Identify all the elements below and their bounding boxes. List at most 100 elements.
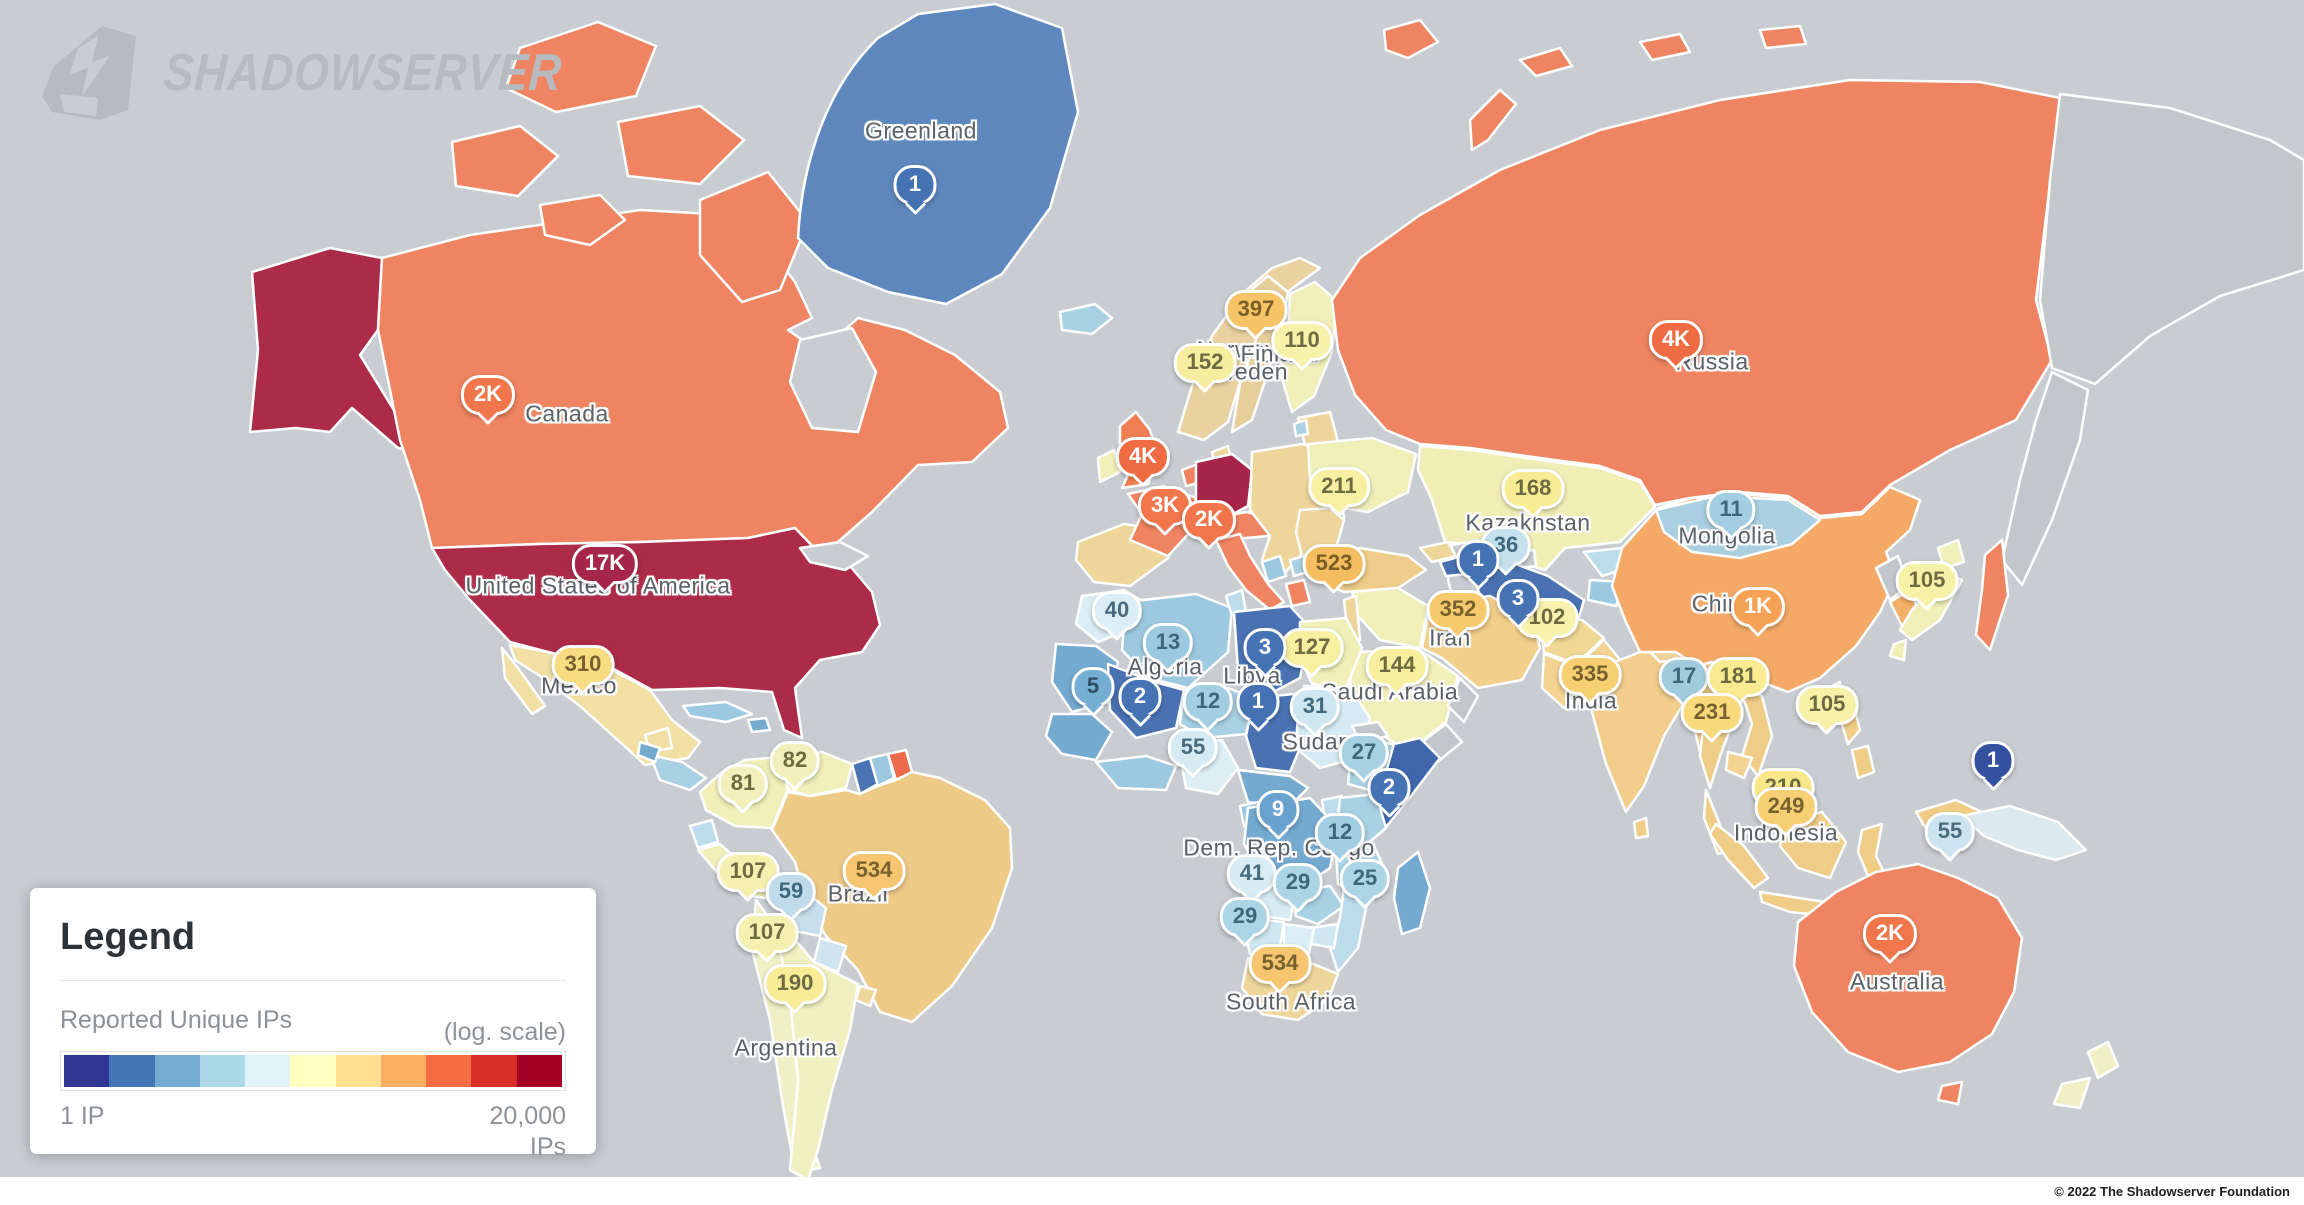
map-marker[interactable]: 1 [1971, 741, 2015, 781]
map-marker[interactable]: 31 [1289, 687, 1341, 727]
map-marker[interactable]: 2K [1862, 914, 1918, 954]
map-marker[interactable]: 2 [1118, 677, 1162, 717]
marker-value-bubble[interactable]: 231 [1680, 693, 1744, 733]
map-marker[interactable]: 534 [842, 851, 906, 891]
marker-value-bubble[interactable]: 12 [1182, 682, 1234, 722]
marker-value-bubble[interactable]: 2K [460, 375, 516, 415]
marker-value-bubble[interactable]: 127 [1280, 628, 1344, 668]
marker-value-bubble[interactable]: 1 [893, 165, 937, 205]
marker-value-bubble[interactable]: 310 [551, 645, 615, 685]
map-marker[interactable]: 4K [1115, 437, 1171, 477]
map-marker[interactable]: 168 [1501, 469, 1565, 509]
marker-value-bubble[interactable]: 249 [1754, 787, 1818, 827]
map-marker[interactable]: 1 [893, 165, 937, 205]
map-marker[interactable]: 190 [763, 964, 827, 1004]
continent-oceania[interactable] [1792, 862, 2120, 1110]
marker-value-bubble[interactable]: 40 [1091, 591, 1143, 631]
marker-value-bubble[interactable]: 59 [765, 872, 817, 912]
map-marker[interactable]: 181 [1706, 657, 1770, 697]
map-marker[interactable]: 59 [765, 872, 817, 912]
map-marker[interactable]: 3 [1243, 628, 1287, 668]
marker-value-bubble[interactable]: 17K [571, 544, 639, 584]
map-marker[interactable]: 27 [1338, 733, 1390, 773]
marker-value-bubble[interactable]: 152 [1173, 343, 1237, 383]
marker-value-bubble[interactable]: 2K [1181, 500, 1237, 540]
map-marker[interactable]: 13 [1142, 623, 1194, 663]
marker-value-bubble[interactable]: 534 [842, 851, 906, 891]
map-marker[interactable]: 335 [1558, 655, 1622, 695]
map-marker[interactable]: 3 [1496, 579, 1540, 619]
marker-value-bubble[interactable]: 29 [1272, 863, 1324, 903]
map-marker[interactable]: 41 [1226, 854, 1278, 894]
marker-value-bubble[interactable]: 534 [1248, 944, 1312, 984]
marker-value-bubble[interactable]: 13 [1142, 623, 1194, 663]
marker-value-bubble[interactable]: 25 [1339, 859, 1391, 899]
marker-value-bubble[interactable]: 523 [1302, 544, 1366, 584]
map-marker[interactable]: 144 [1365, 646, 1429, 686]
marker-value-bubble[interactable]: 397 [1224, 290, 1288, 330]
marker-value-bubble[interactable]: 2 [1118, 677, 1162, 717]
marker-value-bubble[interactable]: 5 [1071, 667, 1115, 707]
marker-value-bubble[interactable]: 105 [1895, 561, 1959, 601]
map-marker[interactable]: 523 [1302, 544, 1366, 584]
map-marker[interactable]: 9 [1256, 790, 1300, 830]
marker-value-bubble[interactable]: 55 [1924, 812, 1976, 852]
map-marker[interactable]: 1K [1730, 587, 1786, 627]
continent-north-asia[interactable] [1330, 24, 2304, 652]
marker-value-bubble[interactable]: 211 [1308, 467, 1370, 507]
map-marker[interactable]: 152 [1173, 343, 1237, 383]
marker-value-bubble[interactable]: 1 [1456, 540, 1500, 580]
marker-value-bubble[interactable]: 107 [735, 913, 799, 953]
marker-value-bubble[interactable]: 27 [1338, 733, 1390, 773]
map-marker[interactable]: 110 [1271, 321, 1333, 361]
map-marker[interactable]: 1 [1236, 682, 1280, 722]
marker-value-bubble[interactable]: 352 [1426, 590, 1490, 630]
map-marker[interactable]: 107 [735, 913, 799, 953]
map-marker[interactable]: 310 [551, 645, 615, 685]
marker-value-bubble[interactable]: 29 [1219, 897, 1271, 937]
marker-value-bubble[interactable]: 17 [1658, 657, 1710, 697]
marker-value-bubble[interactable]: 12 [1314, 813, 1366, 853]
marker-value-bubble[interactable]: 190 [763, 964, 827, 1004]
marker-value-bubble[interactable]: 2 [1367, 768, 1411, 808]
map-marker[interactable]: 4K [1648, 320, 1704, 360]
map-marker[interactable]: 55 [1167, 728, 1219, 768]
marker-value-bubble[interactable]: 3 [1496, 579, 1540, 619]
map-marker[interactable]: 5 [1071, 667, 1115, 707]
map-marker[interactable]: 231 [1680, 693, 1744, 733]
marker-value-bubble[interactable]: 3 [1243, 628, 1287, 668]
map-marker[interactable]: 82 [769, 741, 821, 781]
map-marker[interactable]: 2K [460, 375, 516, 415]
map-marker[interactable]: 105 [1795, 685, 1859, 725]
marker-value-bubble[interactable]: 82 [769, 741, 821, 781]
map-marker[interactable]: 17K [571, 544, 639, 584]
map-marker[interactable]: 12 [1182, 682, 1234, 722]
map-marker[interactable]: 81 [717, 764, 769, 804]
map-marker[interactable]: 249 [1754, 787, 1818, 827]
marker-value-bubble[interactable]: 41 [1226, 854, 1278, 894]
marker-value-bubble[interactable]: 335 [1558, 655, 1622, 695]
map-marker[interactable]: 29 [1272, 863, 1324, 903]
map-marker[interactable]: 397 [1224, 290, 1288, 330]
map-marker[interactable]: 55 [1924, 812, 1976, 852]
map-marker[interactable]: 40 [1091, 591, 1143, 631]
marker-value-bubble[interactable]: 11 [1706, 490, 1756, 530]
marker-value-bubble[interactable]: 2K [1862, 914, 1918, 954]
map-marker[interactable]: 105 [1895, 561, 1959, 601]
map-marker[interactable]: 17 [1658, 657, 1710, 697]
map-marker[interactable]: 11 [1706, 490, 1756, 530]
map-marker[interactable]: 29 [1219, 897, 1271, 937]
map-marker[interactable]: 1 [1456, 540, 1500, 580]
marker-value-bubble[interactable]: 105 [1795, 685, 1859, 725]
map-marker[interactable]: 534 [1248, 944, 1312, 984]
marker-value-bubble[interactable]: 9 [1256, 790, 1300, 830]
map-marker[interactable]: 2K [1181, 500, 1237, 540]
marker-value-bubble[interactable]: 55 [1167, 728, 1219, 768]
marker-value-bubble[interactable]: 4K [1115, 437, 1171, 477]
marker-value-bubble[interactable]: 1 [1971, 741, 2015, 781]
map-marker[interactable]: 352 [1426, 590, 1490, 630]
map-marker[interactable]: 12 [1314, 813, 1366, 853]
marker-value-bubble[interactable]: 4K [1648, 320, 1704, 360]
marker-value-bubble[interactable]: 168 [1501, 469, 1565, 509]
marker-value-bubble[interactable]: 31 [1289, 687, 1341, 727]
